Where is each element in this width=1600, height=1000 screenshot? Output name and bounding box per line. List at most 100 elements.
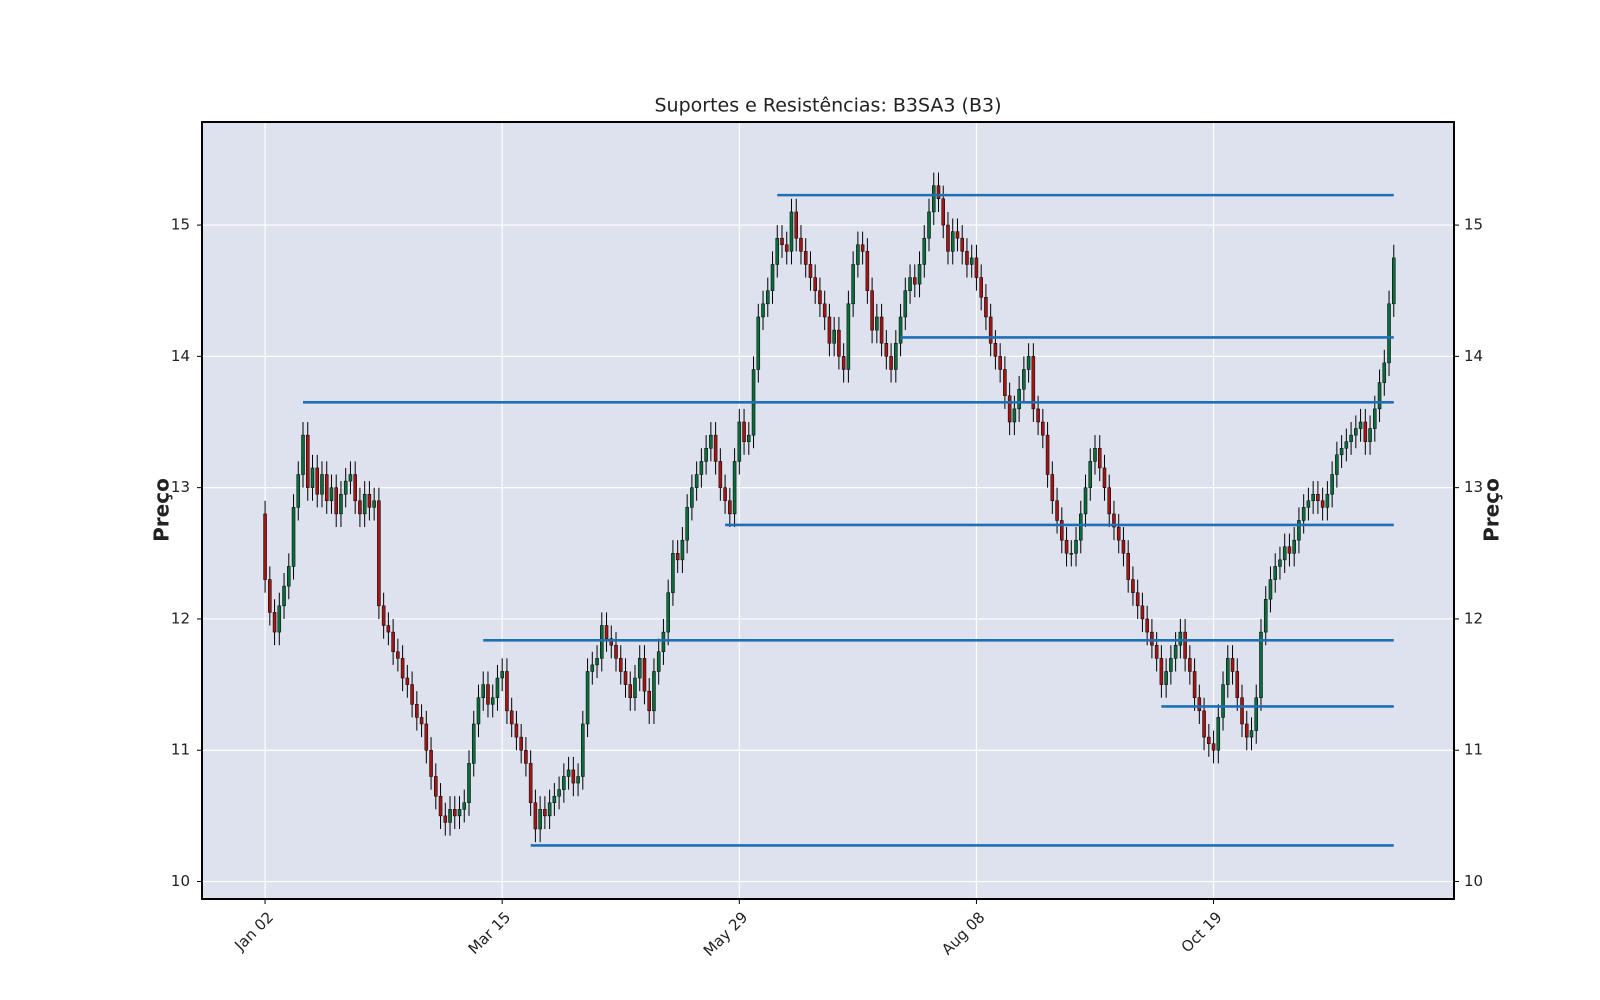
candle-body: [396, 651, 400, 659]
candle-body: [1254, 697, 1259, 731]
candle-body: [984, 297, 988, 318]
candle-body: [1126, 553, 1130, 580]
candle-body: [1188, 658, 1192, 672]
candle-body: [1292, 539, 1296, 554]
candle-body: [471, 723, 476, 764]
candle-body: [680, 539, 685, 561]
candle-body: [1278, 559, 1282, 567]
candle-body: [898, 316, 903, 344]
candle-body: [889, 356, 893, 370]
candle-body: [685, 507, 689, 541]
candle-body: [647, 690, 651, 712]
candle-body: [699, 461, 704, 475]
candle-body: [723, 487, 727, 502]
candle-body: [1178, 631, 1183, 646]
candle-body: [614, 644, 618, 659]
candle-body: [467, 763, 471, 804]
candle-body: [1235, 671, 1240, 698]
candle-body: [1207, 736, 1211, 744]
candle-body: [1287, 546, 1292, 554]
candle-body: [1055, 500, 1059, 521]
candle-body: [320, 474, 324, 495]
y-tick-label: 14: [171, 347, 190, 365]
candle-body: [296, 474, 301, 508]
candle-body: [595, 658, 599, 666]
candle-body: [969, 257, 974, 265]
candle-body: [410, 684, 414, 705]
candle-body: [377, 500, 381, 607]
candle-body: [742, 421, 746, 442]
x-tick-label: Aug 08: [938, 908, 988, 958]
candle-body: [557, 789, 561, 797]
candle-body: [1145, 618, 1149, 633]
candle-body: [766, 290, 770, 305]
candle-body: [955, 231, 960, 239]
candle-body: [1074, 539, 1078, 554]
candle-body: [1349, 434, 1353, 442]
candle-body: [851, 264, 855, 305]
y-tick-label: 12: [171, 609, 190, 627]
y-axis-label: Preço: [150, 478, 174, 542]
candle-body: [272, 612, 277, 633]
candle-body: [979, 277, 983, 298]
candle-body: [1102, 467, 1107, 488]
candle-body: [747, 434, 751, 442]
candle-body: [903, 290, 908, 318]
candle-body: [1140, 605, 1145, 620]
candle-body: [860, 244, 865, 252]
candle-body: [448, 809, 452, 823]
candle-body: [391, 631, 395, 653]
candle-body: [818, 290, 822, 305]
candle-body: [282, 585, 286, 607]
candle-body: [1097, 448, 1102, 469]
candle-body: [339, 493, 343, 515]
candle-body: [875, 316, 879, 331]
candle-body: [1107, 487, 1111, 515]
candle-body: [841, 356, 846, 370]
candle-body: [709, 434, 713, 449]
plot-frame: [201, 121, 1455, 900]
candle-body: [637, 658, 642, 679]
candle-body: [604, 625, 609, 639]
candle-body: [803, 251, 808, 265]
candle-body: [1244, 723, 1249, 738]
candle-body: [908, 277, 912, 291]
candle-body: [1282, 546, 1287, 561]
candle-body: [1183, 631, 1187, 659]
candle-body: [870, 290, 874, 331]
candle-body: [1197, 697, 1202, 712]
candle-body: [794, 211, 798, 239]
candle-body: [756, 316, 761, 370]
candle-body: [400, 658, 405, 679]
candle-body: [1169, 658, 1173, 672]
candle-body: [1306, 500, 1311, 508]
candle-body: [623, 671, 628, 685]
candle-body: [1116, 526, 1121, 541]
candle-body: [1050, 474, 1055, 502]
y-tick-label: 11: [171, 741, 190, 759]
candle-body: [552, 795, 557, 804]
candle-body: [1135, 592, 1140, 607]
candle-body: [362, 493, 367, 515]
candle-body: [543, 809, 547, 817]
candle-body: [917, 264, 922, 285]
chart-title: Suportes e Resistências: B3SA3 (B3): [654, 95, 1001, 117]
candle-body: [1273, 566, 1277, 580]
candle-body: [1093, 448, 1097, 462]
plot-background: [202, 122, 1454, 899]
candle-body: [1045, 434, 1050, 475]
candle-body: [609, 638, 614, 646]
candle-body: [837, 329, 841, 357]
candle-body: [628, 684, 633, 698]
candle-body: [1173, 644, 1178, 659]
candle-body: [1069, 553, 1074, 555]
candle-body: [974, 257, 979, 278]
candle-body: [1335, 454, 1339, 475]
candle-body: [476, 697, 481, 725]
candle-body: [713, 434, 718, 462]
candle-body: [315, 467, 320, 495]
candle-body: [865, 251, 870, 291]
candle-body: [1221, 684, 1225, 718]
candle-body: [1325, 493, 1330, 508]
candle-body: [1159, 658, 1164, 685]
